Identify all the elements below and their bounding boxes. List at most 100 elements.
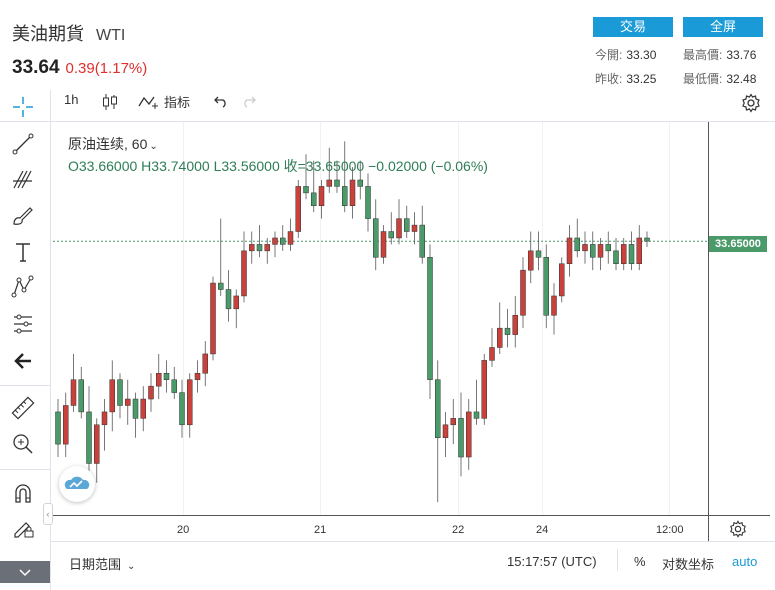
lock-icon[interactable] — [0, 561, 50, 583]
auto-scale-toggle[interactable]: auto — [732, 554, 758, 569]
candle — [481, 353, 487, 425]
date-range-selector[interactable]: 日期范围 ⌄ — [69, 554, 135, 573]
candle — [264, 237, 270, 264]
candle-body — [621, 244, 627, 264]
candle — [551, 283, 557, 335]
pattern-icon[interactable] — [8, 272, 38, 302]
x-tick-label: 22 — [452, 524, 465, 536]
magnet-icon[interactable] — [8, 478, 38, 508]
candle-body — [559, 263, 565, 297]
trend-line-icon[interactable] — [8, 129, 38, 159]
candle-body — [466, 411, 472, 458]
candle-body — [311, 192, 317, 207]
candle — [411, 212, 418, 245]
fib-icon[interactable] — [8, 164, 38, 194]
candle — [303, 154, 309, 200]
candle-body — [318, 186, 325, 207]
prev-close-label: 昨收: — [595, 72, 623, 86]
candle — [225, 270, 232, 322]
candle-body — [272, 237, 278, 245]
clock-time[interactable]: 15:17:57 (UTC) — [507, 554, 597, 569]
brush-icon[interactable] — [8, 201, 38, 231]
instrument-name: 美油期貨 — [12, 24, 84, 44]
instrument-symbol: WTI — [96, 27, 126, 44]
candle-body — [404, 218, 410, 232]
candle-body — [574, 237, 580, 252]
candle-body — [132, 398, 139, 419]
measure-icon[interactable] — [8, 309, 38, 339]
candle — [256, 225, 263, 258]
candle-body — [156, 373, 162, 387]
trade-button[interactable]: 交易 — [593, 17, 673, 37]
x-tick-label: 20 — [177, 524, 190, 536]
legend-chevron-icon[interactable]: ⌄ — [149, 141, 158, 152]
crosshair-icon[interactable] — [8, 92, 38, 122]
candle — [419, 205, 425, 264]
candle — [194, 360, 201, 393]
candle — [202, 341, 208, 387]
candle-body — [473, 411, 480, 419]
candle-body — [78, 379, 84, 413]
logo-icon[interactable] — [59, 466, 95, 502]
candle-body — [613, 250, 619, 264]
candle — [427, 244, 433, 400]
candle-body — [125, 398, 131, 406]
candle-body — [63, 405, 69, 445]
candle-type-icon[interactable] — [102, 93, 118, 111]
axis-settings-gear-icon[interactable] — [729, 520, 747, 543]
high-value: 33.76 — [726, 48, 757, 62]
candle — [295, 179, 301, 238]
text-icon[interactable] — [8, 237, 38, 267]
log-scale-toggle[interactable]: 对数坐标 — [662, 557, 715, 572]
candle-body — [342, 186, 348, 207]
candle — [466, 399, 472, 470]
collapse-toolbar-button[interactable]: ‹ — [43, 503, 53, 525]
chevron-down-icon: ⌄ — [127, 561, 136, 572]
candle-body — [117, 379, 123, 406]
candle-body — [504, 327, 511, 335]
fullscreen-button[interactable]: 全屏 — [683, 17, 763, 37]
percent-toggle[interactable]: % — [634, 554, 646, 569]
candle — [380, 225, 387, 264]
candle-body — [551, 295, 557, 316]
lock-pencil-icon[interactable] — [8, 513, 38, 543]
candle — [241, 231, 247, 303]
candle-body — [597, 244, 604, 258]
candle-body — [280, 237, 286, 245]
candle-body — [241, 250, 247, 297]
gear-icon[interactable] — [741, 93, 761, 113]
candle — [326, 147, 332, 193]
candle — [636, 225, 642, 271]
candle-body — [543, 257, 549, 316]
ruler-icon[interactable] — [8, 393, 38, 423]
instrument-title: 美油期貨 WTI — [12, 20, 125, 46]
candle — [442, 411, 449, 458]
indicators-button[interactable]: 指标 — [138, 92, 190, 111]
candle-body — [349, 179, 356, 207]
candle-body — [140, 398, 146, 419]
candle-body — [187, 379, 193, 426]
candle — [78, 366, 84, 419]
candle-body — [628, 244, 635, 264]
candle-body — [582, 244, 588, 252]
zoom-in-icon[interactable] — [8, 429, 38, 459]
candle-body — [94, 424, 100, 464]
price-block: 33.64 0.39(1.17%) — [12, 57, 147, 79]
candle — [365, 173, 371, 232]
arrow-left-icon[interactable] — [8, 346, 38, 376]
chart-legend-name[interactable]: 原油连续, 60 ⌄ — [68, 134, 158, 154]
candle-body — [396, 218, 402, 239]
candle-body — [303, 186, 309, 194]
candle-body — [218, 282, 224, 290]
redo-icon[interactable] — [241, 94, 257, 108]
undo-icon[interactable] — [213, 94, 229, 108]
interval-selector[interactable]: 1h — [64, 92, 79, 107]
candle — [210, 276, 216, 361]
candle — [148, 373, 154, 412]
candle-body — [357, 179, 363, 187]
candle-body — [535, 250, 542, 258]
date-range-label: 日期范围 — [69, 557, 122, 572]
candle-body — [590, 244, 596, 258]
candle — [272, 231, 278, 258]
